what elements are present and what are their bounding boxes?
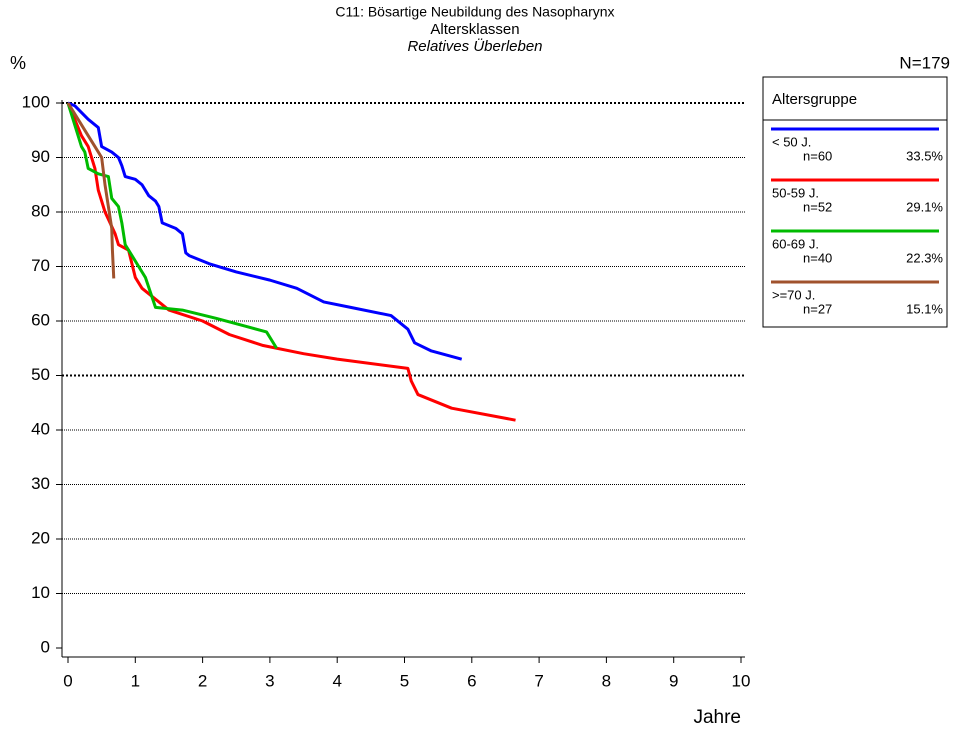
- survival-line: [67, 101, 463, 361]
- y-tick-label: 40: [31, 419, 50, 438]
- legend-share: 15.1%: [906, 301, 943, 316]
- legend-share: 22.3%: [906, 250, 943, 265]
- legend-count: n=52: [803, 199, 832, 214]
- chart-subtitle: Altersklassen: [430, 21, 519, 38]
- y-tick-label: 50: [31, 365, 50, 384]
- legend-label: 50-59 J.: [772, 185, 819, 200]
- x-tick-label: 1: [131, 671, 140, 690]
- survival-line: [66, 102, 516, 422]
- x-tick-label: 8: [602, 671, 611, 690]
- y-tick-label: 0: [41, 637, 50, 656]
- legend-count: n=60: [803, 148, 832, 163]
- x-tick-label: 10: [732, 671, 751, 690]
- survival-line: [66, 102, 278, 350]
- x-tick-label: 4: [332, 671, 341, 690]
- x-axis-label: Jahre: [693, 707, 741, 728]
- chart-subtitle: Relatives Überleben: [407, 37, 542, 55]
- x-tick-label: 2: [198, 671, 207, 690]
- y-tick-label: 10: [31, 583, 50, 602]
- y-tick-label: 20: [31, 528, 50, 547]
- legend-label: 60-69 J.: [772, 236, 819, 251]
- x-tick-label: 5: [400, 671, 409, 690]
- legend-count: n=27: [803, 301, 832, 316]
- y-tick-label: 90: [31, 147, 50, 166]
- legend-count: n=40: [803, 250, 832, 265]
- total-label: N=179: [899, 53, 950, 72]
- legend-box: [762, 76, 948, 328]
- survival-line: [66, 102, 116, 279]
- x-tick-label: 9: [669, 671, 678, 690]
- legend-share: 33.5%: [906, 148, 943, 163]
- y-axis-label: %: [10, 53, 26, 73]
- x-tick-label: 0: [63, 671, 72, 690]
- y-tick-label: 30: [31, 474, 50, 493]
- y-tick-label: 60: [31, 310, 50, 329]
- legend-label: >=70 J.: [772, 287, 815, 302]
- y-tick-label: 70: [31, 256, 50, 275]
- legend-label: < 50 J.: [772, 134, 811, 149]
- x-tick-label: 6: [467, 671, 476, 690]
- y-tick-label: 80: [31, 201, 50, 220]
- legend-title: Altersgruppe: [772, 91, 857, 108]
- x-tick-label: 7: [534, 671, 543, 690]
- chart-title: C11: Bösartige Neubildung des Nasopharyn…: [335, 4, 614, 20]
- y-tick-label: 100: [22, 92, 50, 111]
- legend-share: 29.1%: [906, 199, 943, 214]
- x-tick-label: 3: [265, 671, 274, 690]
